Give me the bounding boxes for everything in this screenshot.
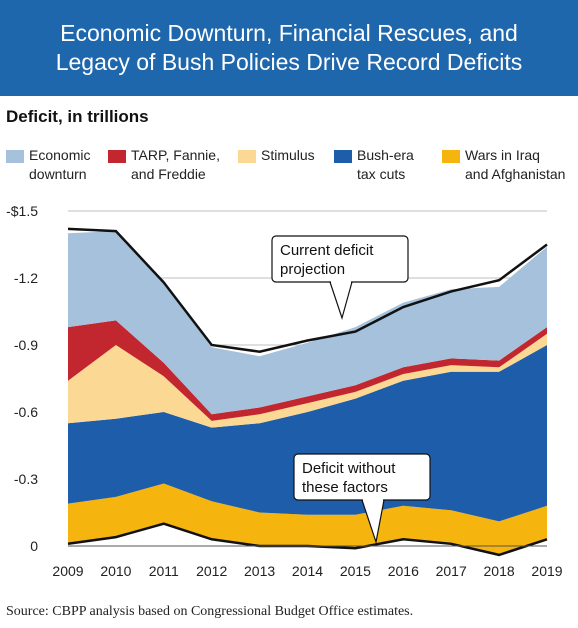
- area-economic: [68, 231, 547, 415]
- without-factors-callout-text: these factors: [302, 479, 388, 496]
- current-deficit-callout-text: Current deficit: [280, 242, 374, 259]
- x-tick-label: 2015: [340, 563, 371, 579]
- legend-item-stimulus: Stimulus: [238, 146, 315, 165]
- legend-swatch-stimulus: [238, 150, 256, 163]
- legend-item-wars: Wars in Iraq and Afghanistan: [442, 146, 565, 184]
- current-deficit-line: [67, 227, 548, 353]
- y-tick-label: -1.2: [14, 270, 38, 286]
- legend-label-bush-tax-cuts: Bush-era tax cuts: [357, 147, 414, 182]
- legend-item-economic-downturn: Economic downturn: [6, 146, 90, 184]
- y-tick-label: -0.3: [14, 471, 38, 487]
- legend-label-economic-downturn: Economic downturn: [29, 147, 91, 182]
- x-tick-label: 2013: [244, 563, 275, 579]
- x-tick-label: 2009: [52, 563, 83, 579]
- area-tarp: [68, 320, 547, 421]
- legend-item-bush-tax-cuts: Bush-era tax cuts: [334, 146, 414, 184]
- without-factors-callout-box: [293, 453, 431, 501]
- title-bar: Economic Downturn, Financial Rescues, an…: [0, 0, 578, 96]
- legend-swatch-bush-tax-cuts: [334, 150, 352, 163]
- legend-label-wars: Wars in Iraq and Afghanistan: [465, 147, 566, 182]
- x-tick-label: 2010: [100, 563, 131, 579]
- area-stimulus: [68, 333, 547, 428]
- legend-label-tarp: TARP, Fannie, and Freddie: [131, 147, 220, 182]
- legend-label-stimulus: Stimulus: [261, 147, 315, 163]
- area-wars: [68, 483, 547, 555]
- current-deficit-callout-pointer: [329, 281, 353, 321]
- x-tick-label: 2018: [484, 563, 515, 579]
- chart-subtitle: Deficit, in trillions: [6, 107, 149, 126]
- y-tick-label: 0: [30, 538, 38, 554]
- x-tick-label: 2011: [149, 563, 179, 579]
- y-tick-label: -$1.5: [6, 203, 38, 219]
- legend-swatch-economic-downturn: [6, 150, 24, 163]
- x-tick-label: 2016: [388, 563, 419, 579]
- x-tick-label: 2012: [196, 563, 227, 579]
- y-tick-label: -0.6: [14, 404, 38, 420]
- x-tick-label: 2017: [436, 563, 467, 579]
- legend-swatch-wars: [442, 150, 460, 163]
- without-factors-callout-text: Deficit without: [302, 460, 396, 477]
- source-note: Source: CBPP analysis based on Congressi…: [6, 604, 414, 619]
- legend-swatch-tarp: [108, 150, 126, 163]
- x-tick-label: 2019: [531, 563, 562, 579]
- x-tick-label: 2014: [292, 563, 323, 579]
- legend-item-tarp: TARP, Fannie, and Freddie: [108, 146, 220, 184]
- chart-title: Economic Downturn, Financial Rescues, an…: [55, 20, 523, 75]
- current-deficit-callout-text: projection: [280, 261, 345, 278]
- y-tick-label: -0.9: [14, 337, 38, 353]
